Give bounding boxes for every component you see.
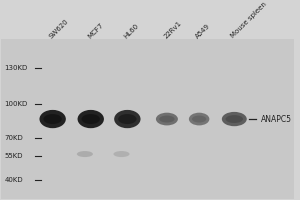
Ellipse shape <box>159 116 175 123</box>
Text: ANAPC5: ANAPC5 <box>261 115 292 124</box>
Text: 130KD: 130KD <box>4 65 28 71</box>
Ellipse shape <box>226 115 243 123</box>
Text: SW620: SW620 <box>48 18 70 39</box>
Text: A549: A549 <box>195 23 212 39</box>
Ellipse shape <box>113 151 130 157</box>
Ellipse shape <box>114 110 140 128</box>
Ellipse shape <box>118 114 136 124</box>
Text: 70KD: 70KD <box>4 135 23 141</box>
Ellipse shape <box>77 151 93 157</box>
Ellipse shape <box>189 113 209 125</box>
Ellipse shape <box>192 116 206 123</box>
Ellipse shape <box>40 110 66 128</box>
Ellipse shape <box>156 113 178 125</box>
Text: Mouse spleen: Mouse spleen <box>230 1 268 39</box>
Text: 22Rv1: 22Rv1 <box>163 20 183 39</box>
Text: 55KD: 55KD <box>4 153 23 159</box>
Text: MCF7: MCF7 <box>86 22 104 39</box>
Ellipse shape <box>44 114 62 124</box>
Text: 40KD: 40KD <box>4 177 23 183</box>
Ellipse shape <box>222 112 247 126</box>
Text: HL60: HL60 <box>123 22 140 39</box>
Ellipse shape <box>78 110 104 128</box>
Ellipse shape <box>82 114 100 124</box>
Text: 100KD: 100KD <box>4 101 28 107</box>
